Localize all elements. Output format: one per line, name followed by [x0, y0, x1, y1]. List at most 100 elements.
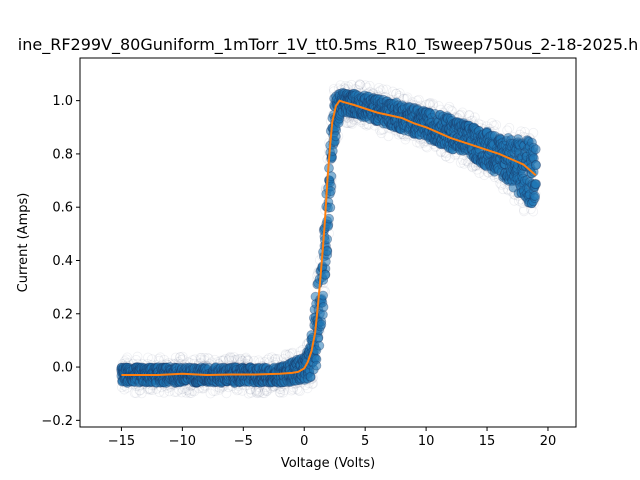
scatter-point-halo [254, 387, 264, 398]
scatter-point-halo [122, 352, 133, 363]
scatter-point-halo [221, 388, 232, 399]
scatter-point-halo [375, 85, 386, 96]
scatter-point-halo [259, 388, 270, 399]
scatter-point [330, 131, 341, 142]
scatter-point [531, 160, 541, 171]
scatter-point-halo [285, 348, 295, 359]
scatter-point-halo [444, 101, 455, 112]
scatter-point-halo [302, 383, 313, 394]
scatter-point-halo [131, 388, 142, 399]
scatter-point-halo [354, 79, 365, 90]
scatter-point-halo [347, 119, 358, 129]
scatter-point-halo [181, 387, 192, 398]
scatter-point-halo [274, 387, 285, 398]
scatter-point-halo [353, 81, 364, 91]
scatter-point-halo [243, 388, 254, 399]
scatter-point-halo [176, 387, 187, 398]
scatter-point-halo [155, 352, 166, 363]
x-tick-label: 10 [418, 434, 435, 449]
scatter-point-halo [275, 387, 286, 398]
scatter-point [325, 202, 336, 213]
y-axis-label: Current (Amps) [16, 193, 31, 293]
chart-title: ine_RF299V_80Guniform_1mTorr_1V_tt0.5ms_… [18, 35, 638, 55]
scatter-point-halo [491, 120, 502, 130]
scatter-point-halo [469, 112, 480, 123]
x-tick-label: −15 [108, 434, 135, 449]
scatter-point-halo [518, 204, 529, 215]
scatter-point-halo [440, 151, 451, 162]
scatter-point-halo [488, 120, 499, 131]
scatter-point [314, 340, 325, 351]
scatter-point-halo [251, 387, 262, 398]
scatter-point-halo [455, 157, 466, 168]
x-tick-label: 0 [300, 434, 308, 449]
scatter-point-halo [295, 386, 305, 397]
scatter-point-halo [360, 80, 371, 91]
scatter-point-halo [175, 352, 186, 362]
scatter-point-halo [280, 349, 291, 360]
scatter-point-halo [293, 385, 304, 396]
scatter-point-halo [199, 353, 210, 363]
scatter-point-halo [509, 195, 520, 206]
scatter-point-halo [445, 153, 455, 164]
scatter-point-halo [205, 388, 216, 399]
scatter-point-halo [464, 110, 475, 121]
scatter-point-halo [237, 385, 248, 396]
scatter-point-halo [195, 352, 206, 363]
scatter-point-halo [425, 98, 436, 108]
scatter-point-halo [402, 92, 413, 103]
scatter-point-halo [474, 168, 485, 178]
scatter-point-halo [255, 386, 266, 397]
scatter-point-halo [364, 80, 375, 91]
scatter-point [530, 144, 541, 155]
scatter-point-halo [143, 352, 153, 363]
scatter-point-halo [282, 350, 293, 360]
scatter-point-halo [225, 351, 236, 362]
scatter-point-halo [519, 206, 529, 217]
x-tick-label: −10 [169, 434, 196, 449]
scatter-point-halo [457, 107, 468, 118]
scatter-point-halo [441, 151, 452, 162]
scatter-point [316, 319, 327, 330]
scatter-point-halo [459, 158, 469, 169]
scatter-point-halo [278, 387, 289, 398]
scatter-point [320, 269, 331, 280]
scatter-point-halo [387, 86, 398, 97]
scatter-point [318, 302, 329, 312]
x-tick-label: −5 [234, 434, 253, 449]
x-tick-label: 5 [361, 434, 369, 449]
scatter-point-halo [229, 352, 240, 363]
scatter-point-halo [171, 386, 182, 397]
scatter-point-halo [175, 352, 186, 363]
y-tick-label: 0.0 [52, 361, 73, 376]
scatter-point-halo [374, 82, 384, 93]
scatter-point-halo [169, 387, 180, 397]
scatter-point-halo [343, 118, 354, 128]
y-tick-label: 0.4 [52, 254, 73, 269]
scatter-point-halo [472, 164, 482, 175]
scatter-point-halo [378, 84, 388, 95]
scatter-point-halo [422, 142, 432, 153]
y-tick-label: 0.2 [52, 307, 73, 322]
scatter-point-halo [394, 88, 405, 98]
scatter-point [322, 246, 333, 257]
scatter-point-halo [257, 388, 268, 399]
scatter-point-halo [413, 94, 424, 105]
scatter-point-halo [467, 161, 477, 172]
scatter-point [311, 360, 322, 371]
scatter-point-halo [202, 353, 213, 363]
scatter-point [530, 191, 540, 201]
scatter-point-halo [486, 118, 497, 129]
scatter-point-halo [504, 122, 515, 133]
scatter-point-halo [400, 134, 411, 145]
scatter-point-halo [346, 118, 356, 128]
y-tick-label: 1.0 [52, 94, 73, 109]
scatter-point-halo [457, 155, 468, 165]
scatter-point-halo [428, 100, 438, 111]
scatter-point-halo [186, 388, 197, 398]
y-tick-label: −0.2 [41, 414, 73, 429]
scatter-point-halo [177, 351, 188, 362]
scatter-point-halo [129, 388, 140, 398]
